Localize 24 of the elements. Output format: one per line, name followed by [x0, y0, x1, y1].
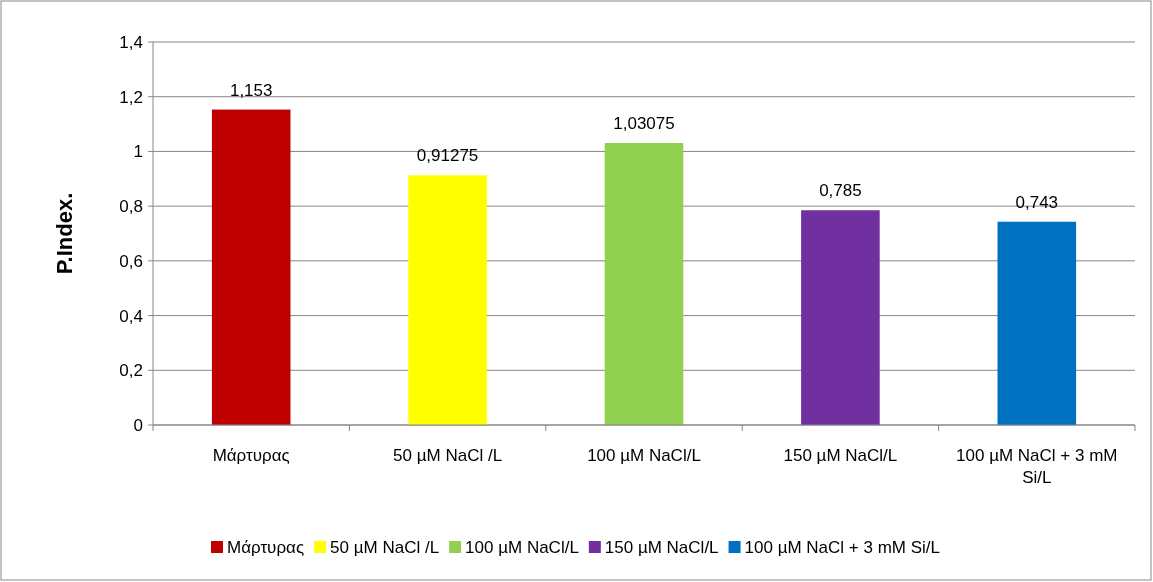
y-tick-label: 0 — [133, 415, 143, 435]
x-tick-label: Μάρτυρας — [212, 446, 290, 465]
data-label: 0,743 — [1015, 192, 1059, 212]
legend-label: 100 µM NaCl + 3 mM Si/L — [744, 537, 941, 557]
x-tick-label: 100 µM NaCl/L — [587, 446, 701, 465]
x-tick-label: 150 µM NaCl/L — [783, 446, 898, 465]
legend-label: 100 µM NaCl/L — [465, 537, 579, 557]
y-tick-label: 0,6 — [119, 251, 143, 271]
data-label: 0,91275 — [416, 146, 479, 166]
legend-label: Μάρτυρας — [226, 537, 305, 557]
y-tick-label: 1 — [133, 142, 143, 162]
y-tick-label: 0,4 — [119, 306, 143, 326]
y-tick-label: 0,2 — [119, 361, 143, 381]
y-axis-title: P.Index. — [52, 192, 77, 275]
y-tick-label: 1,4 — [119, 32, 143, 52]
x-tick-label: 100 µM NaCl + 3 mM Si/L — [956, 446, 1118, 487]
y-tick-label: 0,8 — [119, 197, 143, 217]
x-tick-label: 50 µM NaCl /L — [393, 446, 503, 465]
data-label: 1,03075 — [613, 114, 675, 134]
data-label: 0,785 — [819, 181, 862, 201]
y-tick-label: 1,2 — [119, 87, 143, 107]
data-label: 1,153 — [229, 80, 273, 100]
legend-label: 50 µM NaCl /L — [330, 537, 440, 557]
legend-label: 150 µM NaCl/L — [604, 537, 719, 557]
